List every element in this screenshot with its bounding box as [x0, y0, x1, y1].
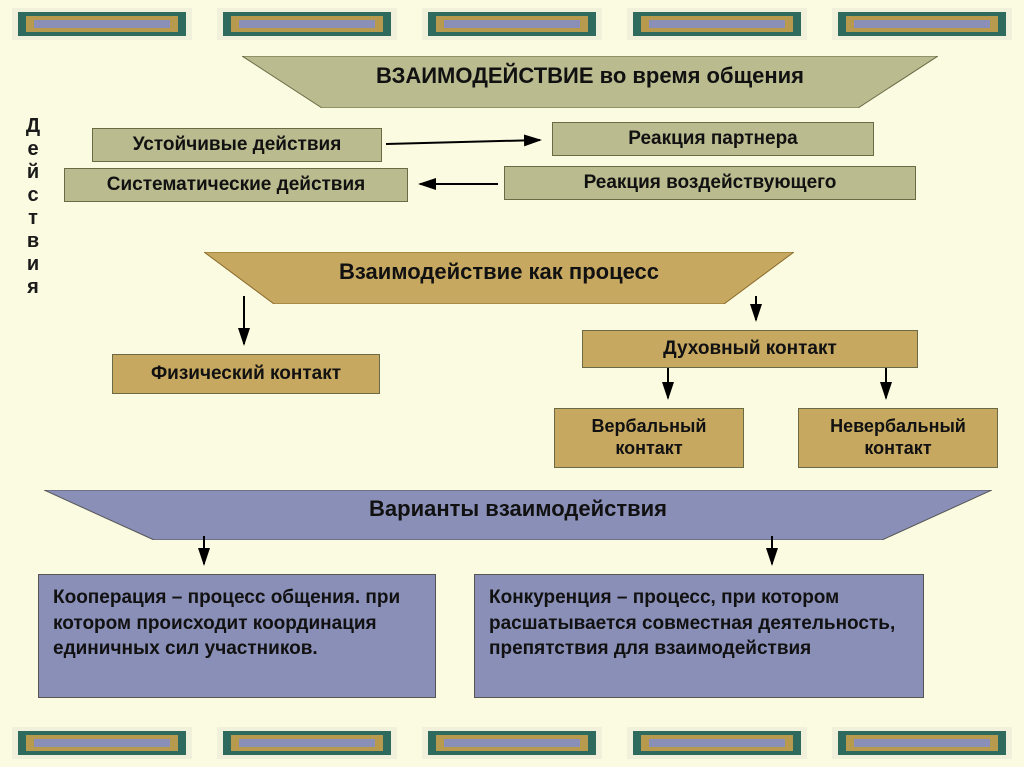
- arrow-left-icon: [412, 176, 502, 192]
- decor-block: [422, 727, 602, 759]
- decor-block: [217, 8, 397, 40]
- arrow-down-icon: [660, 368, 676, 408]
- banner-process: Взаимодействие как процесс: [204, 252, 794, 304]
- box-physical-contact: Физический контакт: [112, 354, 380, 394]
- decor-strip-bottom: [0, 727, 1024, 759]
- decor-block: [217, 727, 397, 759]
- arrow-down-icon: [748, 296, 764, 330]
- box-partner-reaction: Реакция партнера: [552, 122, 874, 156]
- box-stable-actions: Устойчивые действия: [92, 128, 382, 162]
- arrow-down-icon: [764, 536, 780, 574]
- box-spiritual-contact: Духовный контакт: [582, 330, 918, 368]
- banner-variants-label: Варианты взаимодействия: [44, 490, 992, 540]
- decor-block: [627, 727, 807, 759]
- arrow-down-icon: [878, 368, 894, 408]
- banner-interaction-label: ВЗАИМОДЕЙСТВИЕ во время общения: [242, 56, 938, 108]
- banner-variants: Варианты взаимодействия: [44, 490, 992, 540]
- banner-process-label: Взаимодействие как процесс: [204, 252, 794, 304]
- arrow-down-icon: [196, 536, 212, 574]
- decor-block: [627, 8, 807, 40]
- decor-block: [422, 8, 602, 40]
- decor-block: [832, 8, 1012, 40]
- box-verbal-contact: Вербальный контакт: [554, 408, 744, 468]
- decor-block: [832, 727, 1012, 759]
- banner-interaction: ВЗАИМОДЕЙСТВИЕ во время общения: [242, 56, 938, 108]
- decor-strip-top: [0, 8, 1024, 40]
- box-nonverbal-contact: Невербальный контакт: [798, 408, 998, 468]
- box-influencer-reaction: Реакция воздействующего: [504, 166, 916, 200]
- box-systematic-actions: Систематические действия: [64, 168, 408, 202]
- decor-block: [12, 727, 192, 759]
- box-competition: Конкуренция – процесс, при котором расша…: [474, 574, 924, 698]
- decor-block: [12, 8, 192, 40]
- vertical-label-actions: Действия: [24, 115, 42, 299]
- arrow-down-icon: [236, 296, 252, 354]
- box-cooperation: Кооперация – процесс общения. при которо…: [38, 574, 436, 698]
- arrow-right-icon: [386, 134, 550, 154]
